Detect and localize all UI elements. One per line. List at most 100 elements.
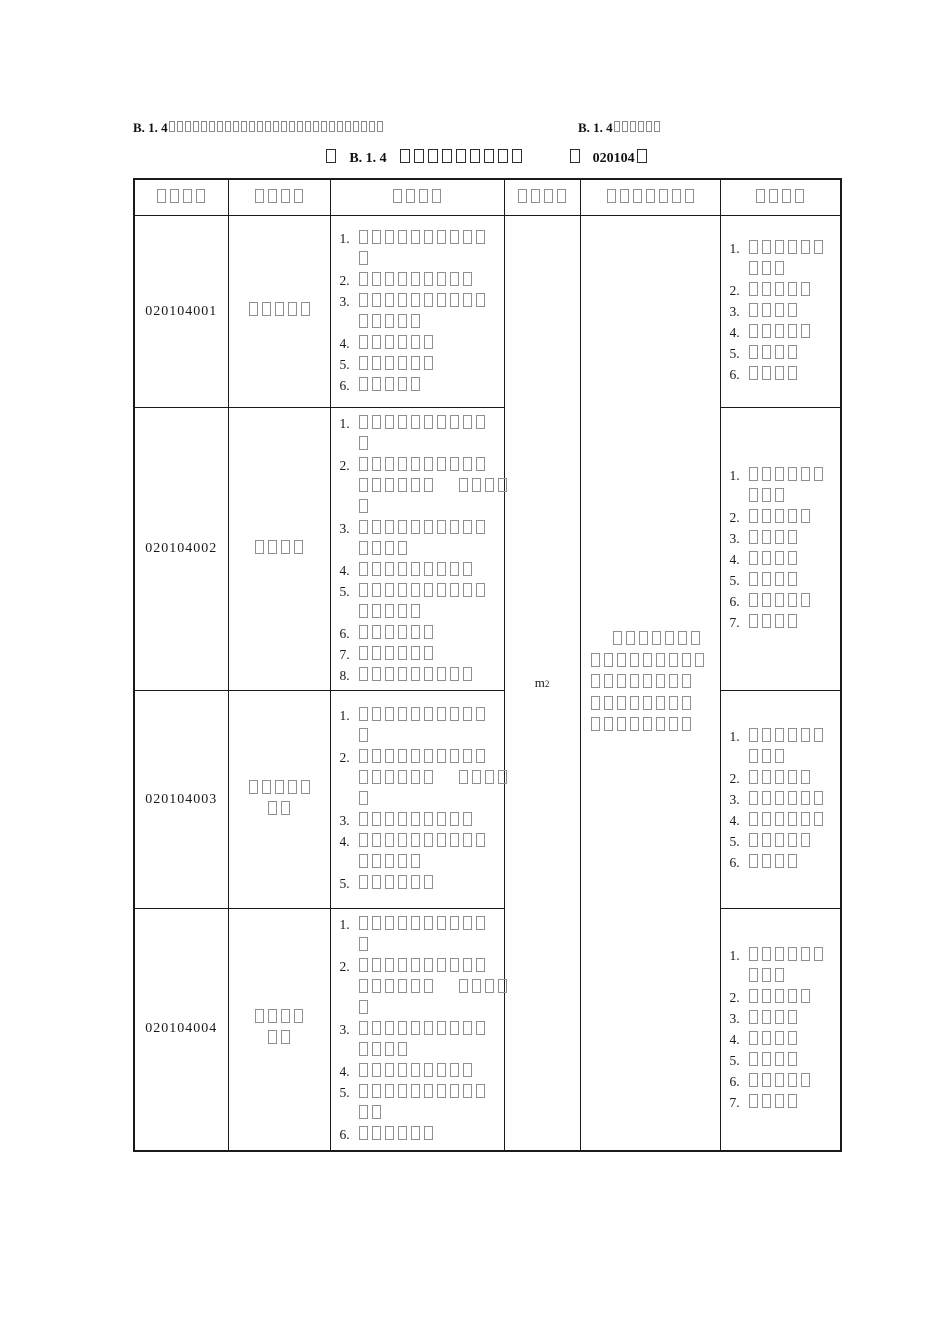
tofu-box-glyph [358, 645, 368, 660]
tofu-box-glyph [384, 229, 394, 244]
tofu-box-glyph [423, 561, 433, 576]
tofu-box-glyph [268, 1009, 277, 1024]
tofu-box-glyph [518, 189, 527, 203]
tofu-box-glyph [393, 189, 402, 203]
tofu-box-glyph [800, 989, 810, 1004]
list-item-lines [357, 1082, 502, 1124]
tofu-box-glyph [358, 728, 368, 742]
tofu-box-glyph [664, 631, 674, 645]
tofu-box-glyph [358, 498, 368, 513]
tofu-box-glyph [358, 271, 368, 286]
text-line [357, 354, 502, 375]
text-line [357, 789, 509, 810]
tofu-box-glyph [449, 957, 459, 972]
tofu-box-glyph [358, 1062, 368, 1077]
tofu-box-glyph [681, 652, 691, 667]
tofu-box-glyph [410, 292, 420, 307]
tofu-box-glyph [410, 1125, 420, 1140]
tofu-box-glyph [281, 189, 290, 203]
tofu-box-glyph [436, 1020, 446, 1035]
tofu-box-glyph [423, 707, 433, 721]
list-item: 4. [340, 560, 502, 581]
list-item-number: 2. [339, 750, 350, 765]
list-item-number: 7. [729, 1095, 740, 1111]
tofu-box-glyph [800, 812, 810, 826]
tofu-box-glyph [410, 376, 420, 391]
list-item: 4. [340, 1061, 502, 1082]
unit-value: m2 [534, 674, 550, 690]
tofu-box-glyph [358, 812, 368, 826]
text-line [357, 497, 509, 518]
list-item-lines [747, 591, 839, 612]
tofu-box-glyph [787, 947, 797, 962]
text-line [357, 249, 502, 270]
text-line [747, 1008, 839, 1029]
list-item-number: 4. [339, 335, 350, 351]
list-item: 1. [340, 228, 502, 270]
tofu-box-glyph [397, 707, 407, 721]
tofu-box-glyph [176, 121, 183, 132]
list-item: 4. [730, 810, 839, 831]
tofu-box-glyph [384, 313, 394, 328]
list-item-number: 5. [729, 346, 740, 361]
tofu-box-glyph [484, 477, 494, 492]
list-item-lines [747, 852, 839, 873]
tofu-box-glyph [423, 519, 433, 534]
tofu-box-glyph [787, 614, 797, 628]
tofu-box-glyph [774, 1031, 784, 1046]
tofu-box-glyph [208, 121, 215, 132]
list-item: 5. [340, 581, 502, 623]
list-item-number: 7. [339, 646, 350, 662]
tofu-box-glyph [371, 414, 381, 429]
text-line [357, 375, 502, 396]
gap-space [557, 161, 568, 162]
cell-item-features: 1. 2. 3. 4. 5. [329, 690, 507, 909]
tofu-box-glyph [358, 875, 368, 889]
tofu-box-glyph [410, 957, 420, 972]
tofu-box-glyph [261, 779, 271, 794]
tofu-box-glyph [787, 791, 797, 805]
gap-space [446, 991, 457, 992]
list-item-number: 8. [339, 667, 350, 683]
list-item: 5. [340, 873, 502, 894]
tofu-box-glyph [483, 149, 494, 163]
text-line [357, 602, 502, 623]
tofu-box-glyph [358, 414, 368, 429]
table-row: 020104002 1. 2. 3. 4. 5. 6. 7. 8. 1. 2. 3. 4. 5. 6. 7. [133, 407, 842, 691]
tofu-box-glyph [462, 1062, 472, 1077]
tofu-box-glyph [410, 1062, 420, 1077]
tofu-box-glyph [774, 366, 784, 380]
tofu-box-glyph [497, 149, 508, 163]
tofu-box-glyph [441, 149, 452, 163]
tofu-box-glyph [475, 1020, 485, 1035]
name-line [229, 800, 330, 821]
tofu-box-glyph [462, 833, 472, 847]
list-item-lines [357, 1019, 502, 1061]
tofu-box-glyph [384, 519, 394, 534]
list-item-number: 4. [729, 325, 740, 340]
tofu-box-glyph [462, 414, 472, 429]
tofu-box-glyph [371, 957, 381, 972]
tofu-box-glyph [475, 582, 485, 597]
tofu-box-glyph [399, 149, 410, 163]
tofu-box-glyph [613, 121, 620, 132]
gap-space [589, 643, 600, 644]
tofu-box-glyph [774, 1073, 784, 1088]
tofu-box-glyph [475, 1083, 485, 1098]
tofu-box-glyph [436, 229, 446, 244]
list-item-lines [357, 665, 502, 686]
list-item-number: 3. [729, 792, 740, 807]
list-item-number: 3. [339, 813, 350, 828]
tofu-box-glyph [569, 149, 580, 163]
list-item: 1. [730, 945, 839, 987]
tofu-box-glyph [358, 250, 368, 265]
list-item: 4. [730, 549, 839, 570]
tofu-box-glyph [376, 121, 383, 132]
text-line [747, 852, 839, 873]
list-item: 3. [730, 528, 839, 549]
tofu-box-glyph [748, 854, 758, 868]
tofu-box-glyph [436, 414, 446, 429]
tofu-box-glyph [748, 728, 758, 742]
clause-note-right: B. 1. 4 [578, 120, 661, 136]
tofu-box-glyph [787, 345, 797, 359]
